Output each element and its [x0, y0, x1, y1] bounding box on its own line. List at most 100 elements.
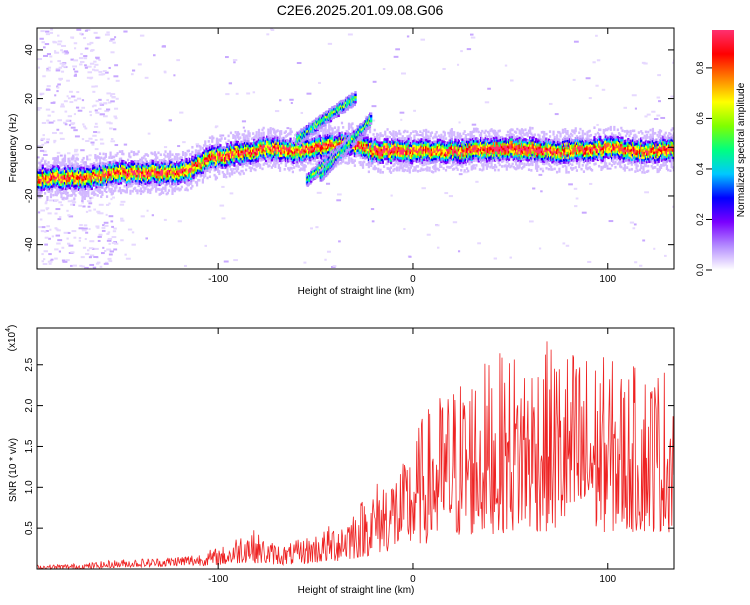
heatmap-cell	[173, 179, 176, 183]
heatmap-cell	[281, 159, 284, 162]
heatmap-noise	[395, 48, 400, 51]
heatmap-cell	[405, 155, 408, 159]
heatmap-cell	[325, 145, 328, 149]
heatmap-noise	[646, 113, 651, 116]
heatmap-cell	[197, 152, 200, 155]
heatmap-cell	[396, 160, 400, 163]
heatmap-cell	[326, 134, 330, 137]
heatmap-noise	[573, 40, 579, 43]
heatmap-noise	[42, 75, 46, 78]
heatmap-cell	[88, 166, 91, 169]
heatmap-cell	[165, 163, 168, 167]
heatmap-cell	[277, 149, 280, 152]
heatmap-cell	[162, 174, 165, 178]
heatmap-cell	[295, 150, 298, 153]
heatmap-cell	[425, 131, 428, 134]
heatmap-cell	[93, 164, 96, 167]
heatmap-cell	[100, 166, 103, 169]
heatmap-cell	[301, 156, 304, 159]
heatmap-cell	[235, 160, 238, 163]
heatmap-cell	[413, 141, 416, 145]
heatmap-cell	[412, 142, 415, 146]
heatmap-cell	[283, 148, 286, 152]
heatmap-cell	[392, 149, 395, 153]
heatmap-noise	[54, 51, 60, 54]
heatmap-cell	[444, 147, 448, 150]
heatmap-cell	[214, 148, 217, 152]
heatmap-cell	[278, 130, 282, 133]
heatmap-cell	[322, 146, 325, 150]
heatmap-cell	[416, 150, 420, 154]
heatmap-cell	[63, 167, 67, 170]
heatmap-cell	[222, 158, 226, 161]
heatmap-cell	[406, 130, 409, 134]
heatmap-noise	[595, 84, 599, 87]
heatmap-cell	[328, 124, 331, 127]
heatmap-cell	[63, 159, 67, 163]
heatmap-cell	[81, 197, 84, 201]
heatmap-cell	[118, 186, 122, 190]
heatmap-cell	[167, 160, 171, 163]
heatmap-cell	[155, 175, 158, 178]
heatmap-cell	[434, 135, 437, 139]
heatmap-cell	[58, 175, 61, 179]
heatmap-noise	[39, 149, 45, 152]
heatmap-cell	[56, 167, 60, 171]
heatmap-cell	[261, 150, 264, 154]
heatmap-cell	[326, 151, 330, 154]
heatmap-cell	[216, 163, 220, 166]
heatmap-cell	[283, 146, 286, 149]
heatmap-cell	[107, 183, 110, 186]
heatmap-cell	[240, 145, 243, 149]
heatmap-cell	[450, 149, 453, 153]
heatmap-cell	[39, 183, 42, 187]
heatmap-noise	[57, 119, 63, 122]
heatmap-cell	[207, 169, 210, 172]
heatmap-noise	[56, 86, 60, 89]
heatmap-cell	[292, 139, 296, 143]
heatmap-cell	[271, 127, 275, 131]
heatmap-cell	[440, 160, 443, 164]
heatmap-noise	[87, 158, 91, 161]
heatmap-cell	[160, 178, 164, 182]
heatmap-cell	[414, 142, 417, 145]
heatmap-cell	[184, 156, 187, 160]
heatmap-cell	[240, 147, 243, 151]
heatmap-cell	[326, 138, 330, 142]
heatmap-cell	[183, 178, 186, 182]
heatmap-noise	[93, 131, 98, 134]
heatmap-cell	[435, 167, 438, 171]
heatmap-cell	[285, 139, 289, 142]
heatmap-cell	[111, 162, 115, 166]
heatmap-cell	[74, 172, 77, 175]
heatmap-cell	[228, 172, 231, 175]
heatmap-cell	[197, 178, 200, 182]
heatmap-cell	[282, 139, 285, 142]
heatmap-cell	[95, 163, 98, 167]
heatmap-cell	[130, 150, 133, 154]
heatmap-cell	[114, 186, 117, 190]
heatmap-cell	[37, 170, 40, 174]
heatmap-cell	[226, 172, 229, 175]
heatmap-noise	[97, 212, 101, 215]
heatmap-cell	[453, 140, 456, 144]
heatmap-noise	[108, 101, 112, 104]
heatmap-cell	[249, 152, 252, 156]
heatmap-cell	[429, 132, 432, 135]
heatmap-cell	[234, 157, 237, 161]
heatmap-cell	[321, 142, 324, 146]
heatmap-cell	[411, 142, 414, 145]
heatmap-cell	[260, 154, 263, 157]
heatmap-noise	[235, 92, 239, 95]
heatmap-cell	[118, 179, 122, 183]
heatmap-noise	[42, 150, 47, 153]
heatmap-cell	[88, 185, 91, 189]
heatmap-cell	[254, 151, 257, 155]
heatmap-cell	[373, 136, 376, 139]
heatmap-cell	[98, 176, 102, 180]
heatmap-cell	[413, 158, 416, 162]
heatmap-cell	[226, 152, 229, 156]
heatmap-cell	[197, 149, 200, 153]
heatmap-cell	[371, 152, 374, 155]
heatmap-cell	[108, 183, 111, 186]
